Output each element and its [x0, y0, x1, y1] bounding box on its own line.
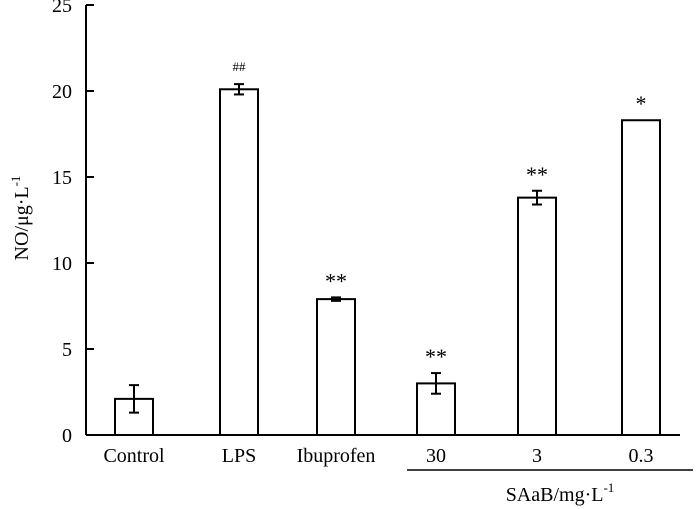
- y-axis-title: NO/μg·L-1: [8, 176, 33, 261]
- error-bar: [532, 189, 542, 206]
- significance-mark: **: [425, 344, 447, 369]
- bar: [316, 298, 356, 436]
- y-axis-title-main: NO/μg·L: [11, 186, 33, 260]
- error-bars: [129, 83, 542, 414]
- x-tick-label: LPS: [222, 445, 256, 467]
- y-tick-label: 10: [52, 253, 72, 275]
- x-axis: Control LPS Ibuprofen 30 3 0.3: [86, 434, 680, 467]
- bar: [621, 119, 661, 437]
- y-tick-label: 0: [62, 425, 72, 447]
- error-bar: [331, 296, 341, 302]
- significance-mark: **: [526, 162, 548, 187]
- group-label-main: SAaB/mg·L: [506, 484, 604, 506]
- bar: [517, 196, 557, 436]
- significance-mark: **: [325, 268, 347, 293]
- y-axis: 0 5 10 15 20 25: [52, 0, 94, 447]
- y-tick-label: 25: [52, 0, 72, 17]
- y-tick-label: 20: [52, 81, 72, 103]
- x-tick-label: 3: [532, 445, 542, 467]
- significance-mark: *: [636, 91, 647, 116]
- y-axis-title-superscript: -1: [8, 176, 23, 187]
- x-tick-label: Ibuprofen: [297, 445, 376, 467]
- group-label: SAaB/mg·L-1: [506, 480, 615, 506]
- error-bar: [129, 384, 139, 414]
- error-bar: [431, 372, 441, 395]
- bars: [114, 88, 661, 437]
- bar: [219, 88, 259, 436]
- significance-mark: ##: [233, 59, 247, 74]
- x-tick-label: Control: [103, 445, 165, 467]
- group-label-superscript: -1: [603, 480, 614, 495]
- y-tick-label: 5: [62, 339, 72, 361]
- significance-marks: ##*******: [233, 59, 647, 369]
- x-tick-label: 0.3: [629, 445, 654, 467]
- x-tick-label: 30: [426, 445, 446, 467]
- y-tick-label: 15: [52, 167, 72, 189]
- error-bar: [234, 83, 244, 96]
